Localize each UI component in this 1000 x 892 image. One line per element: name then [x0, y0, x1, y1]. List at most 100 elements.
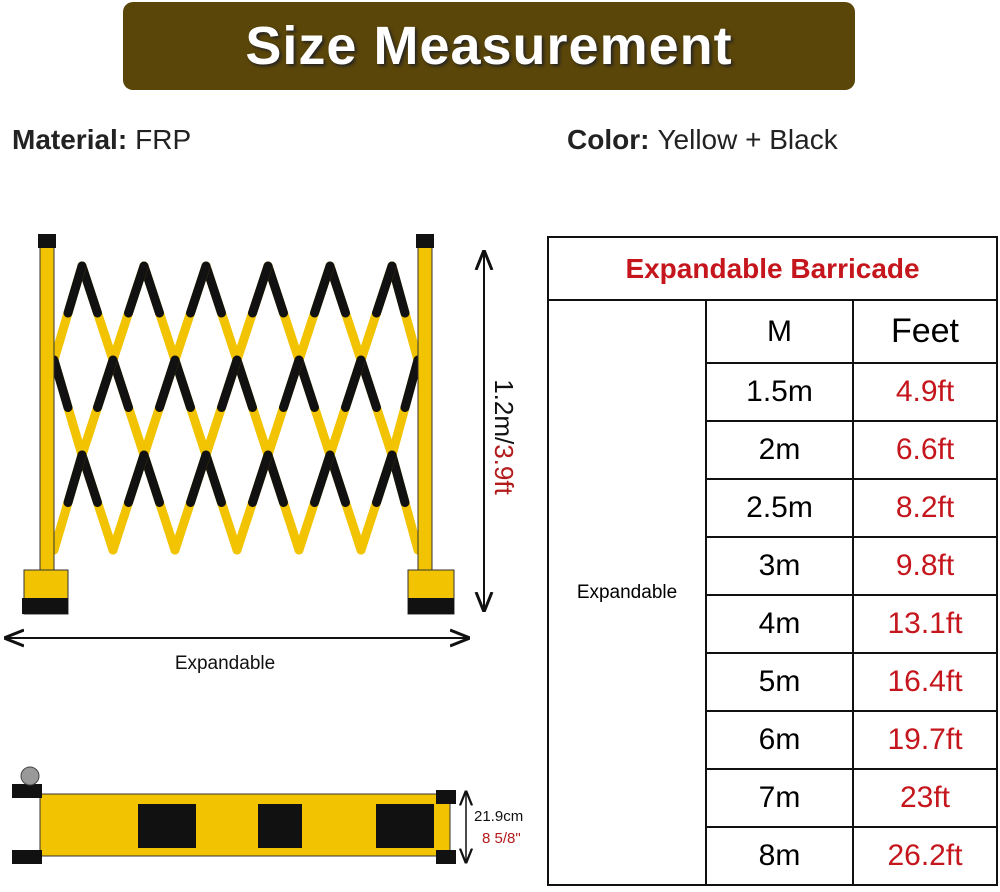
depth-inches: 8 5/8": [482, 830, 521, 847]
table-row: 8m 26.2ft: [548, 826, 998, 886]
post-cap: [38, 234, 56, 248]
header-cell: Feet: [852, 299, 998, 364]
lattice-stripe: [63, 261, 87, 318]
feet-cell: 23ft: [852, 768, 998, 828]
lattice-stripe: [279, 355, 304, 412]
table-title-row: Expandable Barricade: [547, 236, 998, 301]
lattice-stripe: [170, 355, 195, 412]
lattice-stripe: [186, 450, 211, 507]
feet-cell: 26.2ft: [852, 826, 998, 886]
lattice-stripe: [63, 450, 87, 507]
feet-cell: 19.7ft: [852, 710, 998, 770]
lattice-stripe: [201, 450, 226, 507]
meter-cell: 1.5m: [705, 362, 854, 422]
folded-band: [376, 804, 434, 848]
lattice-stripe: [356, 355, 381, 412]
lattice-stripe: [93, 355, 118, 412]
lattice-stripe: [77, 450, 102, 507]
table-row: 4m 13.1ft: [548, 594, 998, 654]
lattice-stripe: [310, 261, 335, 318]
lattice-stripe: [139, 450, 164, 507]
folded-band: [258, 804, 302, 848]
lattice-stripe: [387, 261, 410, 318]
foot-base: [22, 598, 68, 614]
barricade-drawing: 1.2m/3.9ft Expandable 21.9cm 8 5/8": [0, 234, 523, 864]
lattice-stripe: [217, 355, 242, 412]
depth-metric: 21.9cm: [474, 808, 523, 825]
table-row: 3m 9.8ft: [548, 536, 998, 596]
folded-foot: [12, 850, 42, 864]
table-row: 1.5m 4.9ft: [548, 362, 998, 422]
feet-cell: 4.9ft: [852, 362, 998, 422]
post-cap: [416, 234, 434, 248]
lattice-stripe: [186, 261, 211, 318]
lattice-stripe: [387, 450, 410, 507]
lattice-stripe: [139, 261, 164, 318]
lattice-stripe: [124, 450, 149, 507]
folded-band: [138, 804, 196, 848]
meter-cell: 7m: [705, 768, 854, 828]
lattice-stripe: [341, 355, 366, 412]
row-label: Expandable: [547, 299, 707, 886]
right-post: [417, 235, 433, 587]
material-value: FRP: [135, 124, 192, 155]
lattice-stripe: [310, 450, 335, 507]
foot-base: [408, 598, 454, 614]
folded-wheel: [20, 766, 40, 786]
lattice-stripe: [263, 261, 288, 318]
height-feet: 3.9ft: [489, 444, 519, 495]
lattice-stripe: [372, 261, 397, 318]
width-label: Expandable: [175, 653, 275, 674]
lattice-stripe: [294, 355, 319, 412]
meter-cell: 3m: [705, 536, 854, 596]
lattice-stripe: [372, 450, 397, 507]
lattice-stripe: [263, 450, 288, 507]
feet-cell: 16.4ft: [852, 652, 998, 712]
material-spec: Material: FRP: [12, 124, 191, 156]
table-row: 5m 16.4ft: [548, 652, 998, 712]
lattice-stripe: [325, 450, 350, 507]
table-title: Expandable Barricade: [547, 236, 998, 301]
lattice-stripe: [108, 355, 133, 412]
lattice-stripe: [155, 355, 180, 412]
meter-cell: 5m: [705, 652, 854, 712]
color-label: Color:: [567, 124, 650, 155]
feet-cell: 8.2ft: [852, 478, 998, 538]
folded-barricade: [12, 766, 456, 864]
lattice-stripe: [248, 450, 273, 507]
scissor-lattice: [49, 261, 423, 555]
lattice-stripe: [124, 261, 149, 318]
meter-cell: 2.5m: [705, 478, 854, 538]
title-banner: Size Measurement: [123, 2, 855, 90]
table-row: 7m 23ft: [548, 768, 998, 828]
table-row: 2m 6.6ft: [548, 420, 998, 480]
feet-cell: 13.1ft: [852, 594, 998, 654]
left-post: [39, 235, 55, 587]
feet-cell: 6.6ft: [852, 420, 998, 480]
lattice-stripe: [232, 355, 257, 412]
meter-cell: 8m: [705, 826, 854, 886]
folded-foot: [436, 850, 456, 864]
table-body: Expandable Barricade Expandable M Feet 1…: [547, 236, 998, 886]
lattice-stripe: [325, 261, 350, 318]
lattice-stripe: [77, 261, 102, 318]
material-label: Material:: [12, 124, 128, 155]
height-metric: 1.2m/: [489, 379, 519, 445]
meter-cell: 2m: [705, 420, 854, 480]
size-table: Expandable Barricade Expandable M Feet 1…: [547, 236, 998, 886]
table-row: 2.5m 8.2ft: [548, 478, 998, 538]
height-label: 1.2m/3.9ft: [489, 379, 519, 495]
meter-cell: 6m: [705, 710, 854, 770]
feet-cell: 9.8ft: [852, 536, 998, 596]
color-value: Yellow + Black: [657, 124, 838, 155]
lattice-stripe: [248, 261, 273, 318]
header-cell: M: [705, 299, 854, 364]
lattice-stripe: [49, 355, 73, 412]
meter-cell: 4m: [705, 594, 854, 654]
lattice-stripe: [201, 261, 226, 318]
color-spec: Color: Yellow + Black: [567, 124, 838, 156]
folded-foot: [12, 784, 42, 798]
table-row: 6m 19.7ft: [548, 710, 998, 770]
lattice-stripe: [400, 355, 423, 412]
